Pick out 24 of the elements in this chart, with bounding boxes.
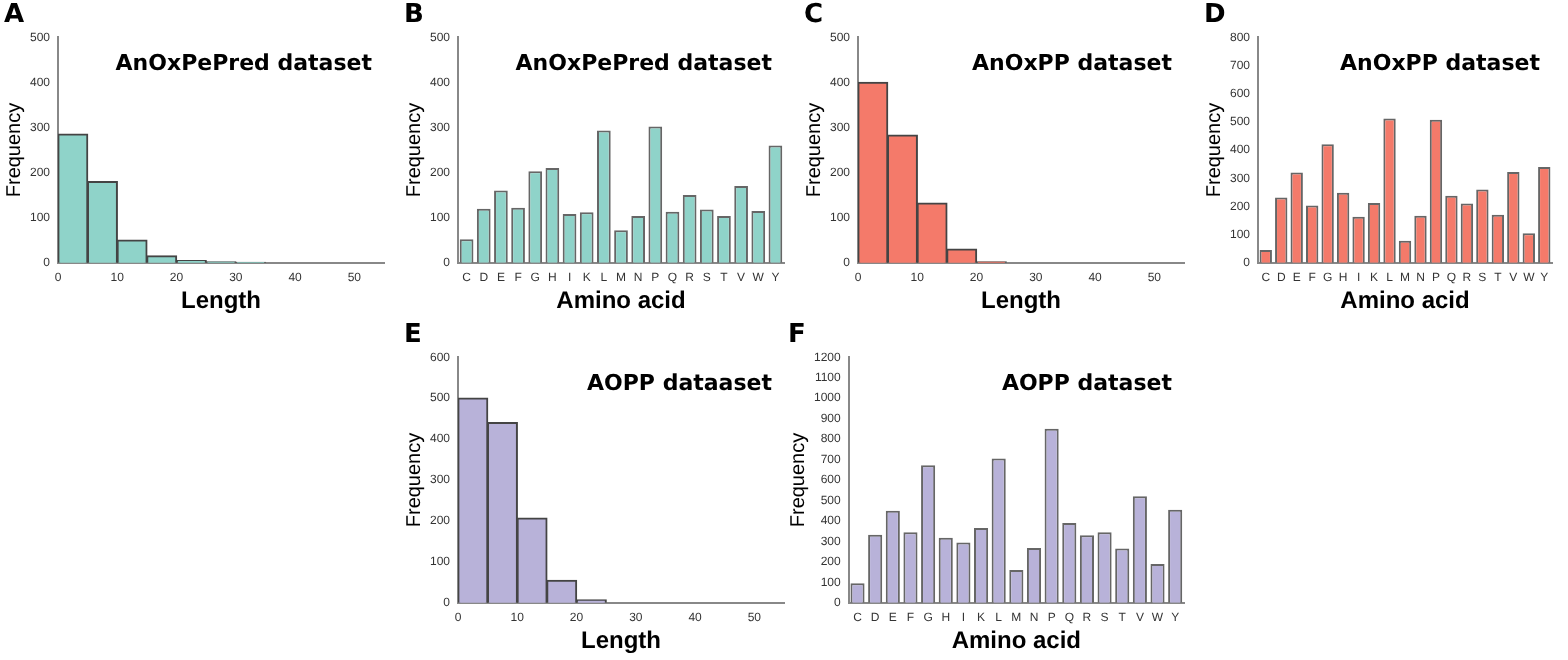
text: A <box>4 0 25 30</box>
x-axis-title: Amino acid <box>1340 286 1470 315</box>
x-axis-title: Amino acid <box>556 286 686 315</box>
x-axis-title: Length <box>181 286 262 315</box>
text: E <box>404 320 422 350</box>
text: AnOxPP dataset <box>972 49 1172 76</box>
y-axis-title: Frequency <box>403 432 426 528</box>
text: C <box>804 0 824 30</box>
text: D <box>1204 0 1226 30</box>
y-axis-title: Frequency <box>803 102 826 198</box>
y-axis-title: Frequency <box>3 102 26 198</box>
x-axis-title: Length <box>581 626 662 655</box>
text: AOPP dataset <box>1001 369 1172 396</box>
text: AnOxPP dataset <box>1340 49 1540 76</box>
text: B <box>404 0 424 30</box>
y-axis-title: Frequency <box>403 102 426 198</box>
y-axis-title: Frequency <box>1203 102 1226 198</box>
text: AnOxPePred dataset <box>115 49 372 76</box>
text: AnOxPePred dataset <box>515 49 772 76</box>
x-axis-title: Amino acid <box>951 626 1082 655</box>
text: AOPP dataaset <box>587 369 772 396</box>
text: F <box>788 320 806 350</box>
x-axis-title: Length <box>981 286 1062 315</box>
y-axis-title: Frequency <box>787 432 810 528</box>
